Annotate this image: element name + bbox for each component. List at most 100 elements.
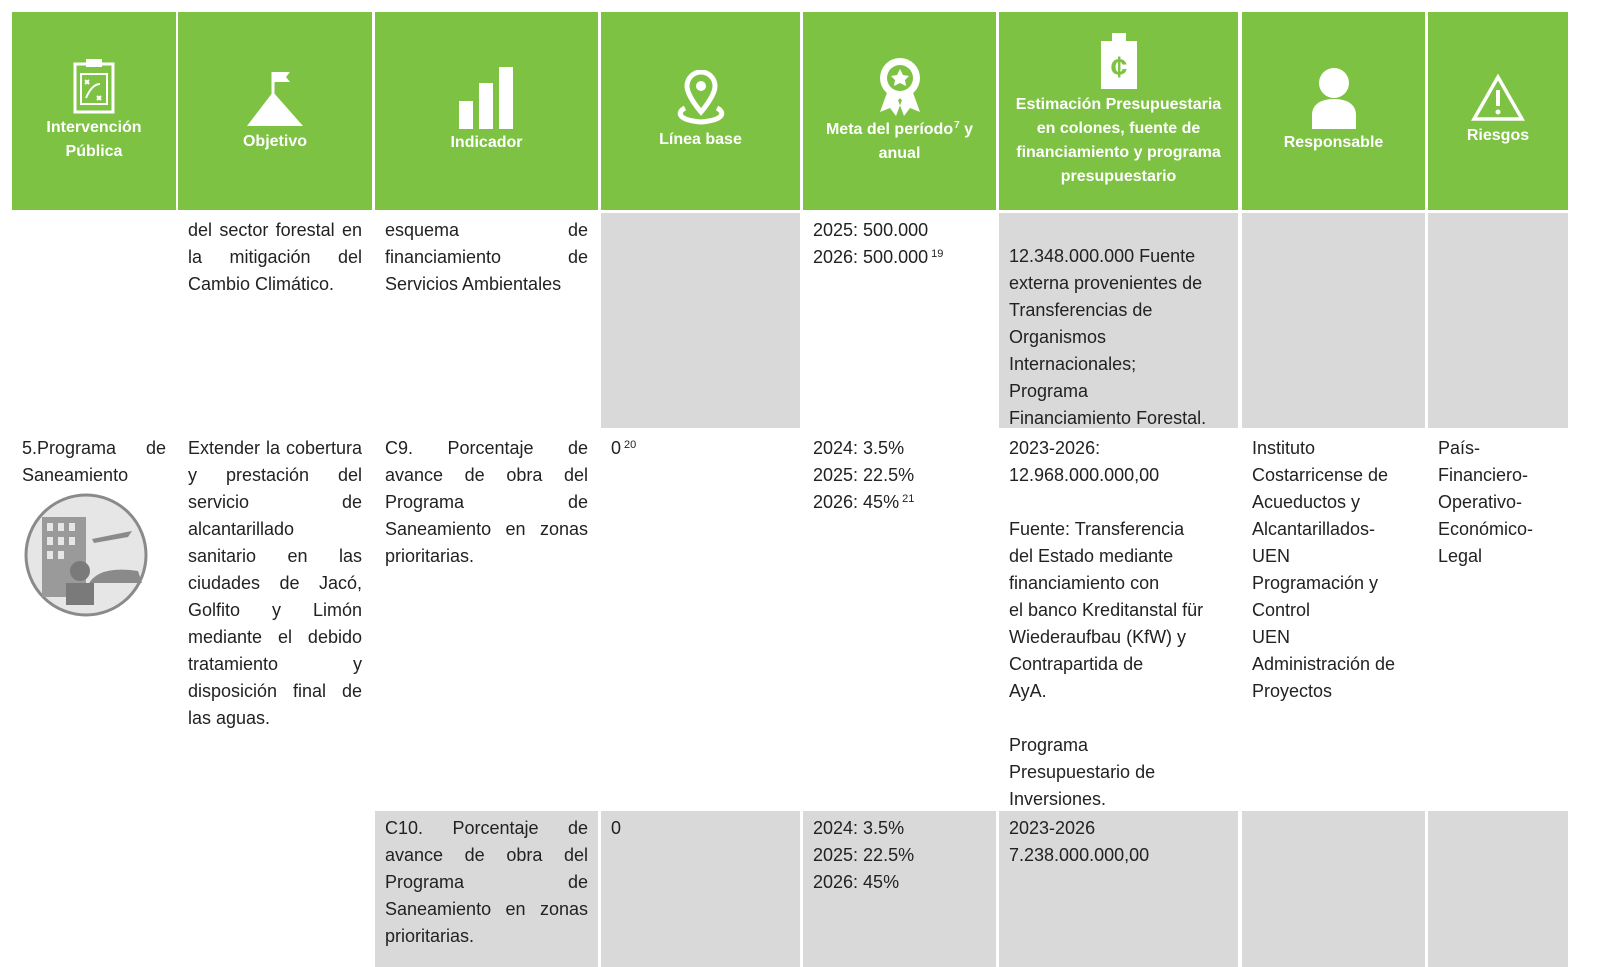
header-label: Objetivo (242, 133, 307, 150)
text-line: Transferencias de (1009, 300, 1153, 320)
text-line: Internacionales; (1009, 354, 1137, 374)
text-line: UEN (1252, 546, 1291, 566)
svg-text:¢: ¢ (1110, 51, 1127, 84)
icon (1311, 68, 1356, 129)
header-label: Estimación Presupuestaria en colones, fu… (1015, 96, 1222, 185)
text: 0 (611, 438, 622, 458)
cell-text: 5.Programa de Saneamiento (22, 438, 166, 485)
text-line: 2025: 22.5% (813, 842, 986, 869)
text-line: 0 20 (611, 435, 790, 462)
text-line: Programa (1009, 735, 1089, 755)
text-line: 2024: 3.5% (813, 435, 986, 462)
header-cell: Riesgos (1428, 12, 1568, 210)
icon: ¢ (1100, 33, 1137, 89)
text-line: Económico- (1438, 519, 1534, 539)
text-line: el banco Kreditanstal für (1009, 600, 1204, 620)
text: 2025: 22.5% (813, 465, 915, 485)
text-line: Operativo- (1438, 492, 1523, 512)
cell (1242, 811, 1425, 967)
footnote-ref: 20 (624, 439, 637, 451)
header-label: Línea base (659, 131, 742, 148)
text-line: Control (1252, 600, 1311, 620)
paragraph: País- Financiero- Operativo- Económico- Lega… (1438, 435, 1558, 570)
header-label: Riesgos (1466, 127, 1530, 144)
text: 2024: 3.5% (813, 818, 905, 838)
footnote-ref: 7 (954, 120, 960, 131)
cell: 2025: 500.000 2026: 500.000 19 (803, 213, 996, 428)
cell: 0 (601, 811, 800, 967)
icon (458, 67, 513, 129)
text-line: 7.238.000.000,00 (1009, 845, 1150, 865)
text: 2026: 45% (813, 872, 900, 892)
header-label: Indicador (450, 134, 523, 151)
text-line: Programa (1009, 381, 1089, 401)
cell (1242, 213, 1425, 428)
text-line: externa provenientes de (1009, 273, 1203, 293)
paragraph: Fuente: Transferencia del Estado mediante… (1009, 516, 1228, 705)
cell: Extender la cobertura y prestación del s… (188, 438, 362, 728)
paragraph: 2023-2026 7.238.000.000,00 (1009, 815, 1228, 869)
text-line: 2025: 500.000 (813, 217, 986, 244)
text-line: del Estado mediante (1009, 546, 1174, 566)
header-label: Meta del período (825, 121, 954, 138)
cell (1428, 213, 1568, 428)
cell: País- Financiero- Operativo- Económico- Lega… (1428, 431, 1568, 808)
text-line: 2026: 500.000 19 (813, 244, 986, 271)
text-line: Contrapartida de (1009, 654, 1144, 674)
image (24, 493, 148, 617)
header-label: Intervención Pública (46, 119, 142, 160)
text: 2025: 22.5% (813, 845, 915, 865)
text-line: 2025: 22.5% (813, 462, 986, 489)
text-line: Organismos (1009, 327, 1107, 347)
text-line: 2024: 3.5% (813, 815, 986, 842)
icon (879, 58, 920, 116)
text-line: 2026: 45% 21 (813, 489, 986, 516)
cell (12, 213, 176, 428)
text-line: Inversiones. (1009, 789, 1107, 808)
cell: del sector forestal en la mitigación del… (188, 220, 362, 294)
text-line: 2023-2026: (1009, 438, 1101, 458)
text-line: Presupuestario de (1009, 762, 1156, 782)
text: 2025: 500.000 (813, 220, 929, 240)
text-line: Wiederaufbau (KfW) y (1009, 627, 1187, 647)
text-line: Alcantarillados- (1252, 519, 1376, 539)
cell: 2023-2026 7.238.000.000,00 (999, 811, 1238, 967)
text-line: 0 (611, 815, 790, 842)
header-label: Responsable (1283, 134, 1384, 151)
cell: esquema de financiamiento de Servicios A… (385, 220, 588, 294)
text-line: Instituto (1252, 438, 1316, 458)
text-line: Acueductos y (1252, 492, 1361, 512)
text-line: 12.348.000.000 Fuente (1009, 246, 1196, 266)
text-line: financiamiento con (1009, 573, 1160, 593)
text: 2026: 45% (813, 492, 900, 512)
text-line: 2026: 45% (813, 869, 986, 896)
header-cell: Responsable (1242, 12, 1425, 210)
header-cell: ¢ Estimación Presupuestaria en colones, … (999, 12, 1238, 210)
cell: C9. Porcentaje de avance de obra del Pro… (385, 438, 588, 566)
icon (1471, 74, 1525, 121)
footnote-ref: 21 (902, 493, 915, 505)
cell: C10. Porcentaje de avance de obra del Pr… (375, 811, 598, 967)
header-cell: Objetivo (178, 12, 372, 210)
header-cell: Línea base (601, 12, 800, 210)
text-line: 2023-2026 (1009, 818, 1096, 838)
icon (677, 70, 724, 125)
text-line: UEN (1252, 627, 1291, 647)
text-line: Financiamiento Forestal. (1009, 408, 1207, 428)
text-line: Proyectos (1252, 681, 1333, 701)
cell (1428, 811, 1568, 967)
header-cell: Intervención Pública (12, 12, 176, 210)
cell: 2023-2026: 12.968.000.000,00 Fuente: Trans… (999, 431, 1238, 808)
text-line: País- (1438, 438, 1481, 458)
text-line: Costarricense de (1252, 465, 1389, 485)
cell: Instituto Costarricense de Acueductos y Alc… (1242, 431, 1425, 808)
paragraph: 12.348.000.000 Fuente externa proveniente… (1009, 243, 1228, 428)
text-line: AyA. (1009, 681, 1047, 701)
cell: 0 20 (601, 431, 800, 808)
header-cell: Meta del período7 y anual (803, 12, 996, 210)
header-label: y anual (878, 121, 974, 162)
text-line: Administración de (1252, 654, 1396, 674)
text: 0 (611, 818, 622, 838)
paragraph: 2023-2026: 12.968.000.000,00 (1009, 435, 1228, 489)
text-line: Fuente: Transferencia (1009, 519, 1185, 539)
